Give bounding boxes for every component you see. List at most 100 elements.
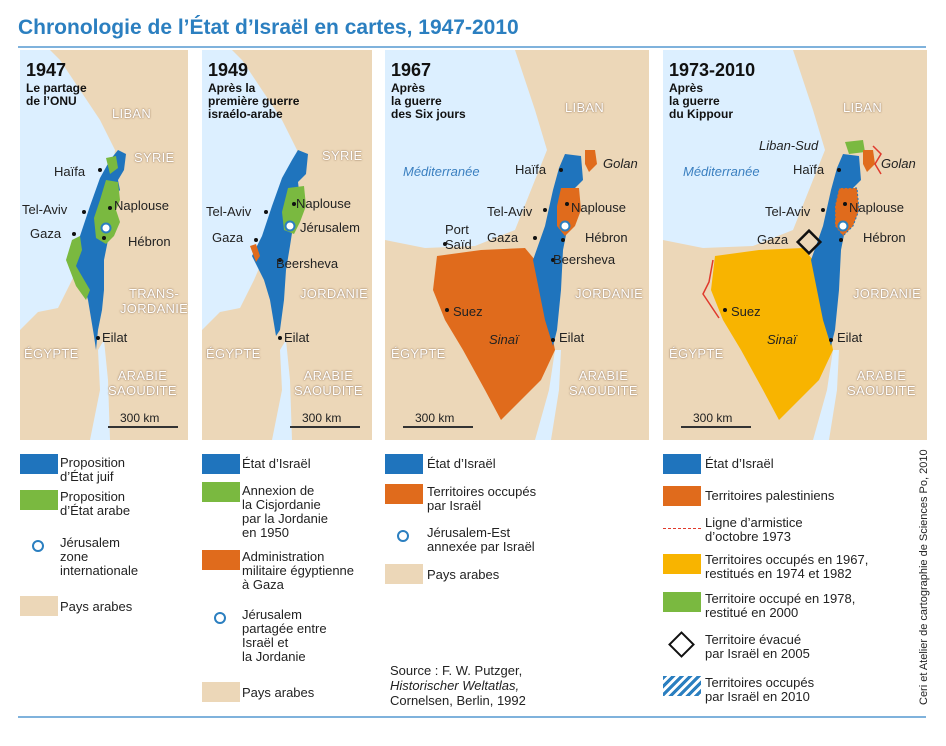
city-label: Tel-Aviv xyxy=(206,204,252,219)
source-citation: Source : F. W. Putzger, Historischer Wel… xyxy=(390,663,526,708)
scale-bar xyxy=(108,426,178,428)
city-label: Haïfa xyxy=(793,162,825,177)
country-label: JORDANIE xyxy=(853,286,922,301)
map-panel-1947: 1947 Le partage de l’ONU LIBAN SYRIE TRA… xyxy=(20,50,188,440)
legend-swatch-land xyxy=(20,596,58,616)
source-book: Historischer Weltatlas, xyxy=(390,678,520,693)
city-label: Hébron xyxy=(585,230,628,245)
source-publisher: Cornelsen, Berlin, 1992 xyxy=(390,693,526,708)
red-sea-gulf xyxy=(813,350,839,440)
map-1973-2010-shapes xyxy=(663,50,927,440)
country-label: ÉGYPTE xyxy=(669,346,724,361)
city-dot xyxy=(96,336,100,340)
panel-subtitle: Après la guerre des Six jours xyxy=(391,81,466,121)
title-divider xyxy=(18,46,926,48)
legend-text: Administration militaire égyptienne à Ga… xyxy=(242,549,355,592)
city-label: Naplouse xyxy=(571,200,626,215)
country-label: ÉGYPTE xyxy=(391,346,446,361)
city-label: Tel-Aviv xyxy=(22,202,68,217)
south-lebanon-returned xyxy=(845,140,865,154)
red-sea-gulf xyxy=(272,340,292,440)
legend-text: Territoires occupés en 1967, restitués e… xyxy=(705,552,869,581)
city-dot xyxy=(723,308,727,312)
city-label: Haïfa xyxy=(515,162,547,177)
city-label: Naplouse xyxy=(114,198,169,213)
city-dot xyxy=(839,238,843,242)
city-dot xyxy=(443,242,447,246)
legend-ring-icon xyxy=(214,612,226,624)
map-1947-shapes xyxy=(20,50,188,440)
city-label: Beersheva xyxy=(553,252,616,267)
sea-label: Méditerranée xyxy=(683,164,760,179)
sinai-occupied xyxy=(433,248,555,420)
legend-diamond-icon xyxy=(668,631,695,658)
city-dot xyxy=(843,202,847,206)
country-label: ARABIE SAOUDITE xyxy=(294,368,363,398)
city-dot xyxy=(72,232,76,236)
arab-state-galilee xyxy=(106,156,118,174)
source-prefix: Source : F. W. Putzger, xyxy=(390,663,523,678)
hatch-overlay xyxy=(834,187,860,237)
city-label: Naplouse xyxy=(849,200,904,215)
legend-text: Territoires occupés par Israël xyxy=(427,484,537,513)
panel-subtitle: Le partage de l’ONU xyxy=(26,81,87,108)
scale-label: 300 km xyxy=(415,411,455,425)
city-label: Hébron xyxy=(128,234,171,249)
city-dot xyxy=(829,338,833,342)
city-label: Hébron xyxy=(863,230,906,245)
city-dot xyxy=(821,208,825,212)
legend-text: État d’Israël xyxy=(427,456,496,471)
legend-ring-icon xyxy=(397,530,409,542)
legend-text: Proposition d’État arabe xyxy=(60,489,131,518)
city-label: Gaza xyxy=(212,230,244,245)
city-dot xyxy=(108,206,112,210)
legend-hatch-icon xyxy=(663,676,701,696)
city-label: Eilat xyxy=(837,330,863,345)
city-dot xyxy=(98,168,102,172)
scale-label: 300 km xyxy=(693,411,733,425)
legend-swatch-egypt-admin xyxy=(202,550,240,570)
region-label: Sinaï xyxy=(767,332,797,347)
panel-year: 1967 xyxy=(391,60,432,80)
golan-occupied xyxy=(863,150,875,172)
legend-text: Jérusalem-Est annexée par Israël xyxy=(427,525,535,554)
legend-swatch-arab-state xyxy=(20,490,58,510)
city-dot xyxy=(837,168,841,172)
city-dot xyxy=(254,238,258,242)
sinai-returned xyxy=(711,248,833,420)
city-label: Port Saïd xyxy=(445,222,472,252)
city-label: Suez xyxy=(731,304,761,319)
legend-swatch-occupied-1978 xyxy=(663,592,701,612)
legend-text: Annexion de la Cisjordanie par la Jordan… xyxy=(242,483,328,540)
country-label: LIBAN xyxy=(112,106,152,121)
legend-swatch-palestinian xyxy=(663,486,701,506)
city-dot xyxy=(102,236,106,240)
country-label: TRANS- JORDANIE xyxy=(120,286,188,316)
city-dot xyxy=(278,258,282,262)
page-title: Chronologie de l’État d’Israël en cartes… xyxy=(18,16,519,39)
region-label: Sinaï xyxy=(489,332,519,347)
legend-text: État d’Israël xyxy=(242,456,311,471)
country-label: SYRIE xyxy=(322,148,363,163)
country-label: ARABIE SAOUDITE xyxy=(847,368,916,398)
scale-bar xyxy=(403,426,473,428)
city-label: Gaza xyxy=(487,230,519,245)
city-label: Tel-Aviv xyxy=(487,204,533,219)
gaza-evacuated-diamond xyxy=(795,228,823,256)
jerusalem-marker xyxy=(559,220,571,232)
scale-label: 300 km xyxy=(302,411,342,425)
arab-state-gaza-strip xyxy=(66,236,90,300)
city-label: Eilat xyxy=(102,330,128,345)
country-label: LIBAN xyxy=(843,100,883,115)
legend-armistice-line-icon xyxy=(663,528,701,529)
legend-text: Proposition d’État juif xyxy=(60,455,126,484)
city-dot xyxy=(533,236,537,240)
legend-swatch-israel xyxy=(663,454,701,474)
bottom-divider xyxy=(18,716,926,718)
city-dot xyxy=(292,202,296,206)
legend-swatch-land xyxy=(385,564,423,584)
country-label: ÉGYPTE xyxy=(206,346,261,361)
legend-ring-icon xyxy=(32,540,44,552)
legend-text: État d’Israël xyxy=(705,456,774,471)
legend-text: Pays arabes xyxy=(60,599,133,614)
